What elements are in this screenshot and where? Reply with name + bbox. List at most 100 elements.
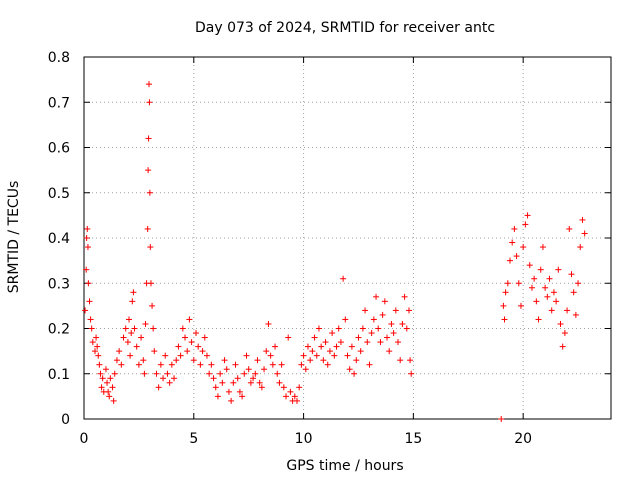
axis-ticks: 0 0.1 0.2 0.3 0.4 0.5 0.6 0.7 0.8 0 5 10 15 20 — [48, 50, 611, 447]
data-point — [175, 343, 182, 350]
y-tick-label: 0.3 — [48, 276, 70, 292]
data-point — [544, 293, 551, 300]
data-point — [395, 339, 402, 346]
data-point — [186, 316, 193, 323]
data-point — [531, 275, 538, 282]
data-point — [206, 370, 213, 377]
data-point — [151, 348, 158, 355]
data-point — [236, 388, 243, 395]
data-point — [555, 266, 562, 273]
data-point — [561, 330, 568, 337]
data-point — [254, 357, 261, 364]
data-point — [164, 370, 171, 377]
data-point — [212, 384, 219, 391]
data-point — [553, 298, 560, 305]
data-point — [96, 361, 103, 368]
data-point — [324, 361, 331, 368]
data-point — [359, 325, 366, 332]
data-point — [127, 352, 134, 359]
data-point — [258, 384, 265, 391]
data-point — [217, 370, 224, 377]
data-point — [283, 393, 290, 400]
data-point — [230, 379, 237, 386]
data-point — [252, 370, 259, 377]
data-point — [315, 325, 322, 332]
data-point — [184, 348, 191, 355]
data-point — [559, 343, 566, 350]
data-point — [98, 384, 105, 391]
data-point — [89, 339, 96, 346]
data-point — [234, 375, 241, 382]
data-point — [153, 370, 160, 377]
data-point — [300, 352, 307, 359]
data-point — [155, 384, 162, 391]
data-point — [162, 352, 169, 359]
data-point — [110, 397, 117, 404]
y-axis-label: SRMTID / TECUs — [6, 181, 22, 294]
data-point — [535, 316, 542, 323]
data-point — [104, 379, 111, 386]
grid-lines — [84, 57, 611, 419]
data-point — [337, 339, 344, 346]
data-point — [366, 361, 373, 368]
data-point — [122, 325, 129, 332]
data-point — [384, 334, 391, 341]
data-point — [501, 316, 508, 323]
data-point — [261, 366, 268, 373]
data-point — [86, 298, 93, 305]
data-point — [274, 370, 281, 377]
data-point — [85, 280, 92, 287]
data-point — [522, 221, 529, 228]
data-point — [113, 357, 120, 364]
x-tick-label: 0 — [80, 431, 89, 447]
data-point — [346, 366, 353, 373]
data-point — [105, 388, 112, 395]
data-point — [120, 334, 127, 341]
data-point — [199, 348, 206, 355]
data-point — [548, 307, 555, 314]
data-point — [364, 339, 371, 346]
data-point — [296, 384, 303, 391]
data-point — [533, 298, 540, 305]
data-point — [498, 416, 505, 422]
data-point — [298, 361, 305, 368]
data-point — [405, 307, 412, 314]
data-point — [392, 307, 399, 314]
data-point — [171, 375, 178, 382]
data-point — [355, 334, 362, 341]
data-point — [168, 361, 175, 368]
data-point — [83, 266, 90, 273]
data-point — [307, 357, 314, 364]
data-point — [379, 311, 386, 318]
data-point — [368, 330, 375, 337]
data-point — [147, 244, 154, 251]
data-point — [88, 325, 95, 332]
y-tick-label: 0.7 — [48, 95, 70, 111]
data-point — [304, 343, 311, 350]
data-point — [138, 334, 145, 341]
data-point — [342, 316, 349, 323]
data-point — [513, 253, 520, 260]
data-point — [265, 320, 272, 327]
data-point — [188, 339, 195, 346]
data-point — [219, 379, 226, 386]
data-point — [195, 343, 202, 350]
data-point — [278, 361, 285, 368]
data-point — [225, 388, 232, 395]
data-point — [223, 366, 230, 373]
data-point — [109, 384, 116, 391]
data-point — [362, 307, 369, 314]
data-point — [145, 135, 152, 142]
data-point — [83, 235, 90, 241]
data-point — [581, 230, 588, 237]
data-point — [245, 366, 252, 373]
data-point — [177, 352, 184, 359]
data-point — [93, 334, 100, 341]
data-point — [203, 352, 210, 359]
data-point — [221, 357, 228, 364]
data-point — [263, 348, 270, 355]
data-point — [142, 320, 149, 327]
data-point — [403, 325, 410, 332]
y-tick-label: 0.5 — [48, 186, 70, 202]
